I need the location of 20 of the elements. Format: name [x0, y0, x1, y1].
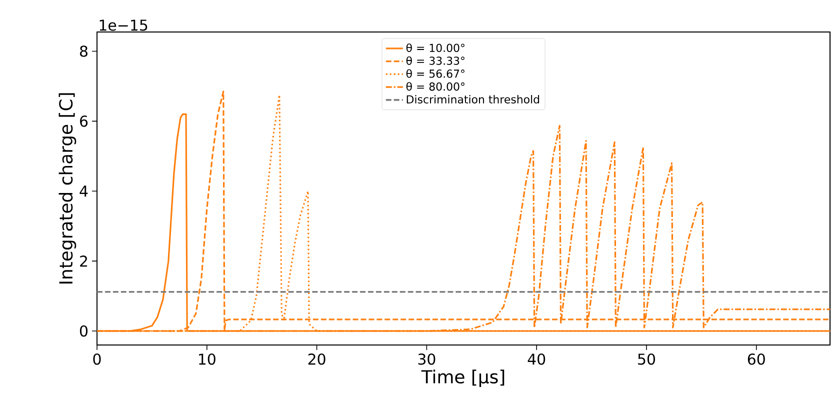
- x-tick-label: 40: [528, 354, 546, 365]
- x-axis-title: Time [µs]: [421, 370, 504, 388]
- x-tick-label: 50: [638, 354, 655, 365]
- y-tick-label: 0: [80, 325, 88, 337]
- y-tick-label: 2: [80, 256, 88, 267]
- x-tick-label: 20: [308, 354, 326, 365]
- y-tick-label: 4: [80, 186, 88, 197]
- legend-label: θ = 56.67°: [406, 69, 464, 78]
- x-tick-label: 30: [418, 354, 436, 365]
- x-tick-label: 0: [93, 354, 101, 365]
- x-tick-label: 60: [748, 354, 765, 365]
- legend-label: θ = 10.00°: [406, 43, 464, 52]
- y-axis-title: Integrated charge [C]: [58, 93, 76, 284]
- y-tick-label: 8: [80, 46, 88, 57]
- y-tick-label: 6: [80, 116, 88, 127]
- x-tick-label: 10: [199, 354, 216, 365]
- legend-label: θ = 80.00°: [406, 82, 464, 91]
- legend-label: θ = 33.33°: [406, 56, 464, 65]
- legend-label: Discrimination threshold: [406, 95, 540, 104]
- text: 1e−15: [100, 20, 148, 31]
